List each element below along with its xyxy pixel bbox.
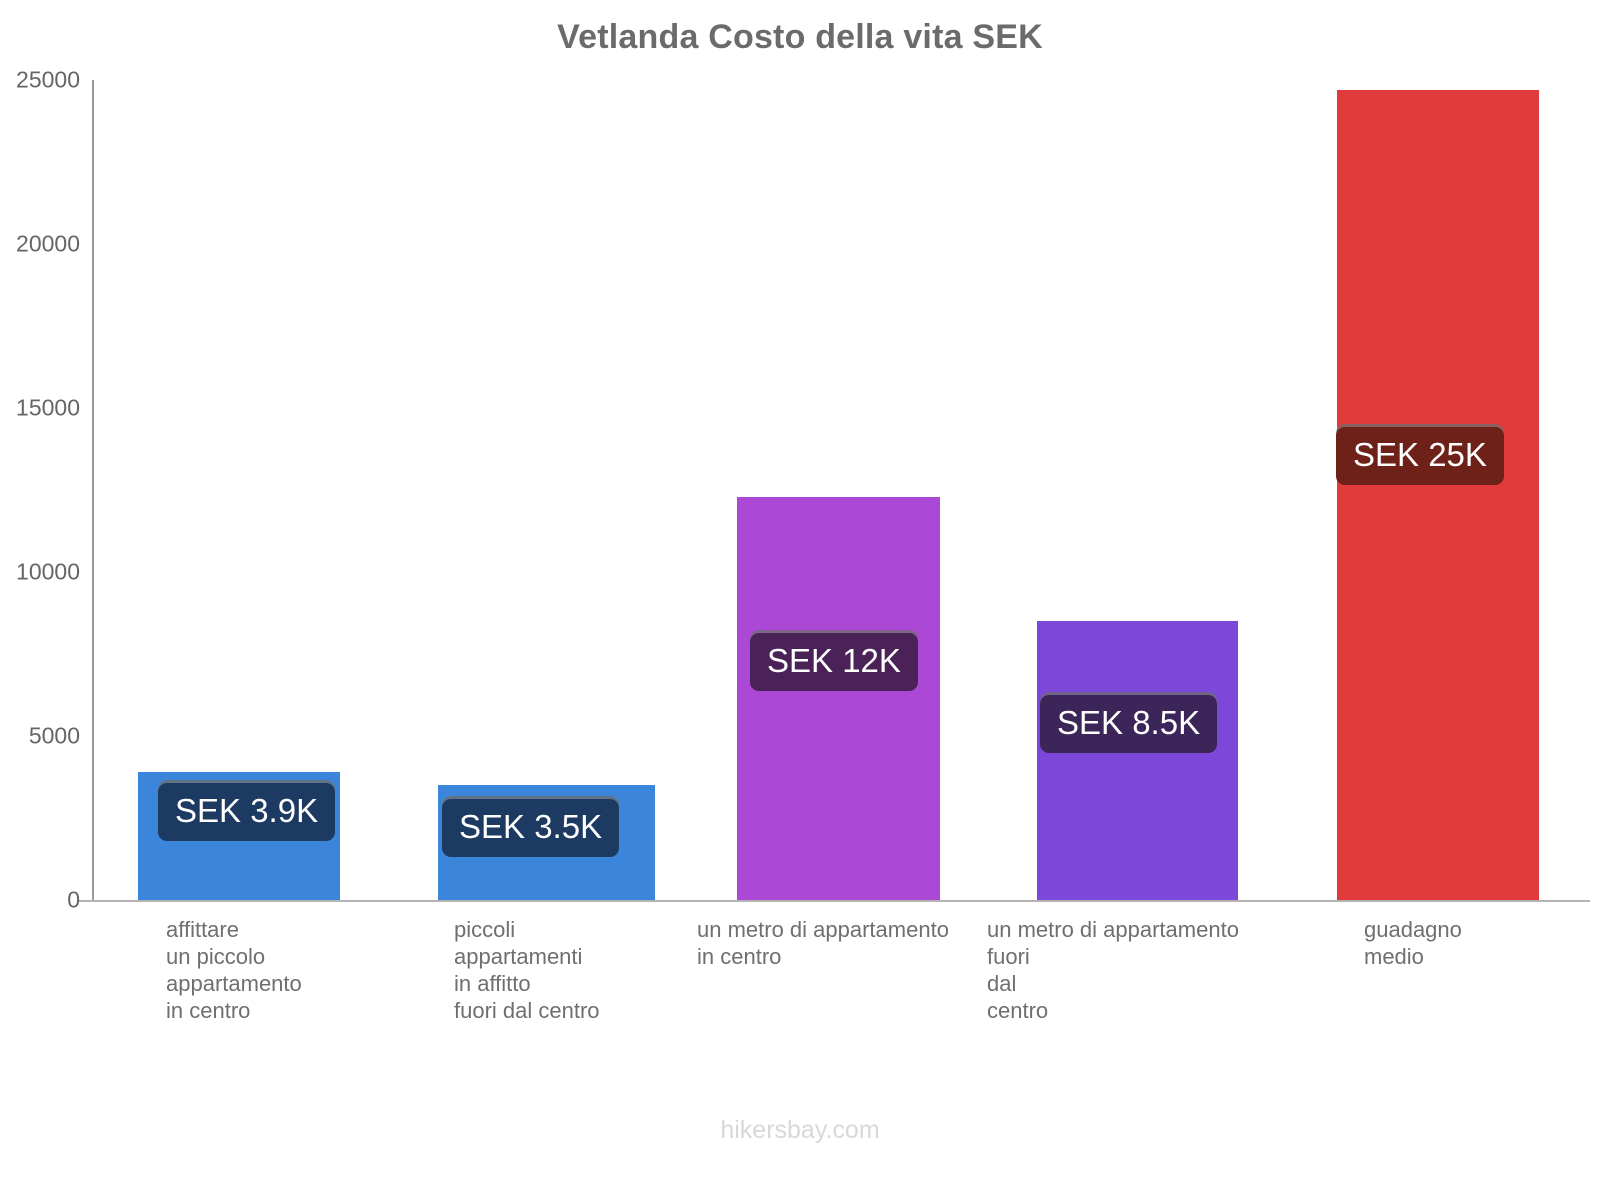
x-axis-category-label: piccoli appartamenti in affitto fuori da… [454,917,600,1023]
bar[interactable] [1037,621,1238,900]
x-axis-line [78,900,1590,902]
bar-value-label: SEK 12K [750,633,918,691]
x-axis-category-label: affittare un piccolo appartamento in cen… [166,917,302,1023]
watermark: hikersbay.com [720,1116,880,1144]
bar-value-label: SEK 3.5K [442,799,620,857]
y-axis-tick-label: 25000 [16,66,80,93]
y-axis-line [92,80,94,900]
y-axis-tick-label: 15000 [16,394,80,421]
plot-area: SEK 3.9K SEK 3.5K SEK 12K SEK 8.5K SEK 25K [92,80,1572,900]
bar[interactable] [1337,89,1539,900]
bar-value-label: SEK 8.5K [1040,695,1218,753]
y-axis-tick-label: 20000 [16,230,80,257]
page-title: Vetlanda Costo della vita SEK [557,18,1043,56]
y-axis-tick-label: 5000 [28,722,80,749]
y-axis-tick-label: 0 [67,886,80,913]
y-axis-tick-label: 10000 [16,558,80,585]
x-axis-category-label: un metro di appartamento fuori dal centr… [987,917,1239,1023]
x-axis-category-labels: affittare un piccolo appartamento in cen… [92,916,1572,1096]
x-axis-category-label: un metro di appartamento in centro [697,917,949,969]
bar-value-label: SEK 25K [1336,427,1504,485]
bar-value-label: SEK 3.9K [158,783,336,841]
bar[interactable] [737,496,940,900]
x-axis-category-label: guadagno medio [1364,917,1462,969]
